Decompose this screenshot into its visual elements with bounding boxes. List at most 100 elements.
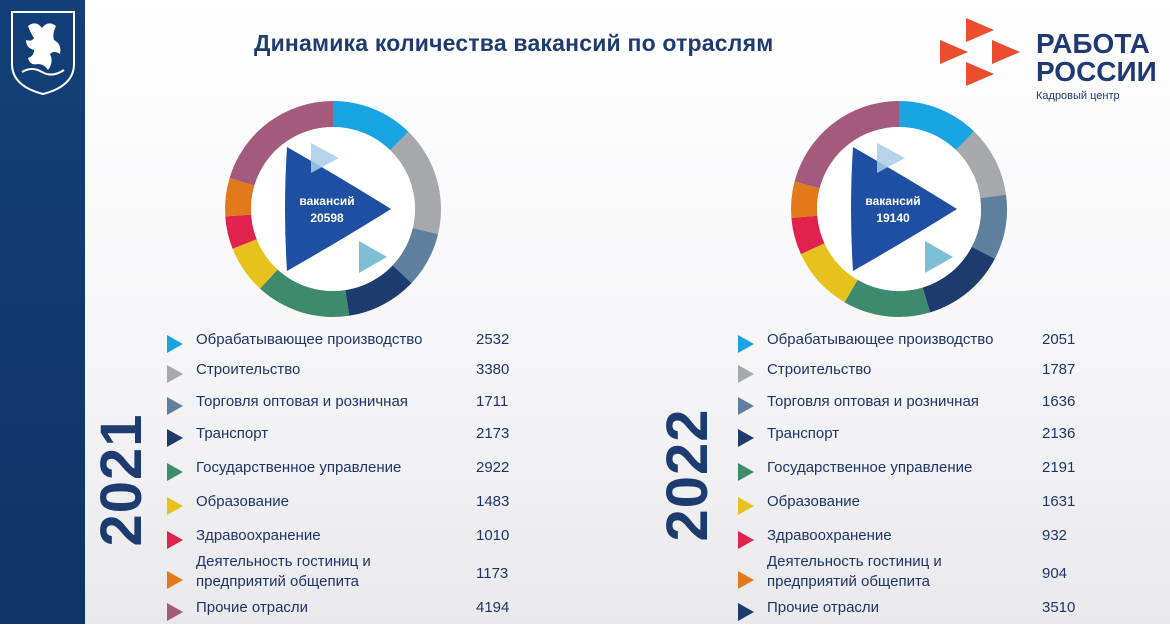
donut-slice — [922, 246, 995, 313]
year-label-2022: 2022 — [655, 408, 720, 542]
center-play-icon — [285, 147, 391, 271]
donut-svg-2022: вакансий 19140 — [791, 101, 1007, 317]
legend-label: Здравоохранение — [767, 527, 892, 544]
legend-label: Торговля оптовая и розничная — [196, 393, 408, 410]
legend-value: 3380 — [476, 361, 510, 378]
legend-value: 904 — [1042, 565, 1068, 582]
legend-marker-icon — [738, 531, 754, 549]
legend-marker-icon — [738, 463, 754, 481]
donut-slice — [791, 181, 820, 218]
left-sidebar — [0, 0, 85, 624]
legend-value: 1711 — [476, 393, 509, 410]
legend-marker-icon — [167, 365, 183, 383]
donut-slice — [390, 131, 441, 235]
legend-marker-icon — [167, 571, 183, 589]
donut-slice — [844, 279, 931, 317]
donut-slice — [232, 239, 278, 289]
donut-slice — [955, 131, 1007, 199]
legend-value: 1483 — [476, 493, 510, 510]
legend-marker-icon — [738, 571, 754, 589]
legend-item: Торговля оптовая и розничная 1711 — [166, 392, 526, 420]
coat-of-arms-icon — [11, 11, 75, 96]
legend-marker-icon — [167, 397, 183, 415]
legend-marker-icon — [167, 603, 183, 621]
legend-label: Обрабатывающее производство — [767, 331, 994, 348]
legend-value: 932 — [1042, 527, 1068, 544]
donut-chart-2022: вакансий 19140 — [788, 100, 1010, 318]
center-value: 19140 — [876, 211, 910, 225]
legend-value: 1636 — [1042, 393, 1076, 410]
donut-slice — [392, 228, 439, 284]
logo-text-line2: РОССИИ — [1036, 56, 1157, 87]
donut-slice — [229, 101, 333, 186]
small-triangle-icon — [925, 241, 953, 273]
legend-item: Государственное управление 2191 — [737, 458, 1092, 486]
donut-slice — [899, 101, 975, 151]
center-label: вакансий — [865, 194, 920, 208]
legend-label: Здравоохранение — [196, 527, 321, 544]
donut-slice — [345, 265, 412, 316]
legend-item: Образование 1631 — [737, 492, 1092, 520]
legend-marker-icon — [167, 463, 183, 481]
donut-slice — [794, 101, 899, 189]
legend-item: Торговля оптовая и розничная 1636 — [737, 392, 1092, 420]
logo-text-line1: РАБОТА — [1036, 28, 1150, 59]
legend-value: 1787 — [1042, 361, 1076, 378]
legend-item: Деятельность гостиниц и предприятий обще… — [737, 552, 1092, 590]
legend-item: Прочие отрасли 4194 — [166, 598, 526, 626]
legend-label: Деятельность гостиниц и предприятий обще… — [767, 553, 942, 590]
legend-marker-icon — [738, 497, 754, 515]
arrows-logo-icon — [940, 18, 1020, 86]
logo-subtitle: Кадровый центр — [1036, 90, 1120, 102]
legend-label: Строительство — [196, 361, 301, 378]
donut-slice — [800, 243, 858, 303]
legend-marker-icon — [738, 397, 754, 415]
year-label-2021: 2021 — [89, 413, 154, 547]
legend-item: Строительство 1787 — [737, 360, 1092, 388]
legend-label: Образование — [767, 493, 860, 510]
legend-marker-icon — [738, 429, 754, 447]
legend-item: Здравоохранение 932 — [737, 526, 1092, 554]
legend-marker-icon — [738, 603, 754, 621]
legend-value: 1631 — [1042, 493, 1076, 510]
legend-label: Строительство — [767, 361, 872, 378]
legend-item: Здравоохранение 1010 — [166, 526, 526, 554]
legend-item: Деятельность гостиниц и предприятий обще… — [166, 552, 526, 590]
donut-svg-2021: вакансий 20598 — [225, 101, 441, 317]
donut-slice — [971, 194, 1007, 259]
legend-marker-icon — [167, 531, 183, 549]
legend-item: Обрабатывающее производство 2532 — [166, 330, 526, 358]
donut-slice — [260, 269, 350, 317]
rabota-rossii-logo: РАБОТА РОССИИ Кадровый центр — [938, 14, 1158, 104]
donut-slice — [225, 178, 255, 217]
legend-label: Обрабатывающее производство — [196, 331, 423, 348]
legend-value: 3510 — [1042, 599, 1076, 616]
legend-label: Транспорт — [196, 425, 269, 442]
legend-marker-icon — [738, 365, 754, 383]
small-triangle-icon — [311, 143, 339, 173]
page-title: Динамика количества вакансий по отраслям — [254, 30, 774, 56]
small-triangle-icon — [359, 241, 387, 273]
legend-marker-icon — [167, 429, 183, 447]
legend-item: Обрабатывающее производство 2051 — [737, 330, 1092, 358]
legend-label: Деятельность гостиниц и предприятий обще… — [196, 553, 371, 590]
legend-label: Прочие отрасли — [196, 599, 309, 616]
legend-value: 2922 — [476, 459, 510, 476]
donut-chart-2021: вакансий 20598 — [222, 100, 444, 318]
legend-value: 2532 — [476, 331, 510, 348]
legend-value: 2051 — [1042, 331, 1076, 348]
legend-value: 2173 — [476, 425, 510, 442]
legend-marker-icon — [738, 335, 754, 353]
legend-marker-icon — [167, 335, 183, 353]
donut-slice — [225, 214, 257, 249]
legend-item: Прочие отрасли 3510 — [737, 598, 1092, 626]
legend-value: 1173 — [476, 565, 509, 582]
legend-label: Государственное управление — [196, 459, 402, 476]
legend-item: Транспорт 2173 — [166, 424, 526, 452]
legend-value: 1010 — [476, 527, 510, 544]
legend-item: Транспорт 2136 — [737, 424, 1092, 452]
donut-slice — [791, 215, 825, 255]
legend-item: Государственное управление 2922 — [166, 458, 526, 486]
legend-marker-icon — [167, 497, 183, 515]
legend-label: Торговля оптовая и розничная — [767, 393, 979, 410]
